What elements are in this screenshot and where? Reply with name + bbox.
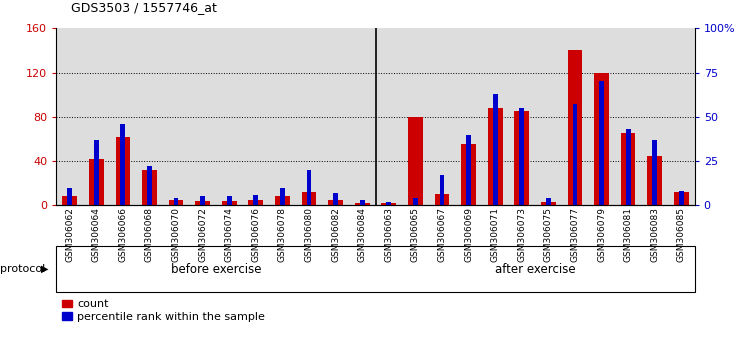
Bar [89, 159, 104, 205]
Bar [520, 108, 524, 205]
Bar [568, 51, 582, 205]
Bar [461, 144, 476, 205]
Text: ▶: ▶ [41, 264, 49, 274]
Bar [387, 202, 391, 205]
Text: GDS3503 / 1557746_at: GDS3503 / 1557746_at [71, 1, 217, 14]
Bar [120, 124, 125, 205]
Bar [94, 140, 98, 205]
Bar [189, 28, 216, 205]
Bar [253, 195, 258, 205]
Bar [653, 140, 657, 205]
Bar [142, 170, 157, 205]
Bar [110, 28, 136, 205]
Bar [269, 28, 296, 205]
Bar [541, 202, 556, 205]
Bar [562, 28, 588, 205]
Bar [435, 194, 449, 205]
Bar [163, 28, 189, 205]
Bar [455, 28, 482, 205]
Bar [349, 28, 376, 205]
Bar [275, 196, 290, 205]
Bar [514, 111, 529, 205]
Bar [376, 28, 402, 205]
Bar [136, 28, 163, 205]
Bar [382, 203, 396, 205]
Bar [56, 28, 83, 205]
Bar [508, 28, 535, 205]
Bar [306, 170, 312, 205]
Text: protocol: protocol [0, 264, 49, 274]
Bar [546, 198, 550, 205]
Bar [83, 28, 110, 205]
Bar [360, 200, 364, 205]
Bar [429, 28, 455, 205]
Bar [195, 201, 210, 205]
Text: after exercise: after exercise [495, 263, 575, 275]
Bar [280, 188, 285, 205]
Bar [243, 28, 269, 205]
Bar [466, 135, 471, 205]
Bar [535, 28, 562, 205]
Bar [296, 28, 322, 205]
Bar [173, 198, 179, 205]
Legend: count, percentile rank within the sample: count, percentile rank within the sample [62, 299, 265, 321]
Bar [599, 81, 604, 205]
Bar [408, 117, 423, 205]
Bar [355, 203, 369, 205]
Bar [328, 200, 343, 205]
Bar [626, 129, 631, 205]
Bar [402, 28, 429, 205]
Bar [594, 73, 609, 205]
Bar [147, 166, 152, 205]
Bar [249, 200, 263, 205]
Bar [615, 28, 641, 205]
Bar [169, 200, 183, 205]
Bar [216, 28, 243, 205]
Bar [647, 155, 662, 205]
Text: before exercise: before exercise [170, 263, 261, 275]
Bar [482, 28, 508, 205]
Bar [62, 196, 77, 205]
Bar [333, 193, 338, 205]
Bar [679, 191, 683, 205]
Bar [302, 192, 316, 205]
Bar [488, 108, 502, 205]
Bar [572, 104, 578, 205]
Bar [413, 198, 418, 205]
Bar [493, 94, 498, 205]
Bar [68, 188, 72, 205]
Bar [668, 28, 695, 205]
Bar [116, 137, 130, 205]
Bar [322, 28, 349, 205]
Bar [222, 201, 237, 205]
Bar [201, 196, 205, 205]
Bar [674, 192, 689, 205]
Bar [227, 196, 231, 205]
Bar [439, 175, 445, 205]
Bar [588, 28, 615, 205]
Bar [621, 133, 635, 205]
Bar [641, 28, 668, 205]
